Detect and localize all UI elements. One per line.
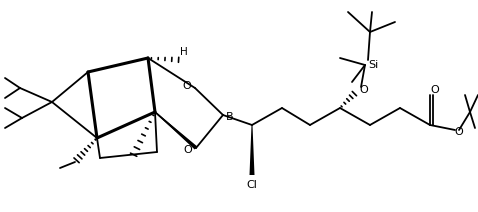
Text: O: O [359, 85, 369, 95]
Text: B: B [226, 112, 234, 122]
Text: O: O [455, 127, 463, 137]
Text: Si: Si [368, 60, 378, 70]
Polygon shape [250, 125, 254, 175]
Text: H: H [180, 47, 188, 57]
Text: Cl: Cl [247, 180, 258, 190]
Text: O: O [183, 81, 191, 91]
Text: O: O [431, 85, 439, 95]
Text: O: O [184, 145, 192, 155]
Polygon shape [155, 112, 197, 149]
